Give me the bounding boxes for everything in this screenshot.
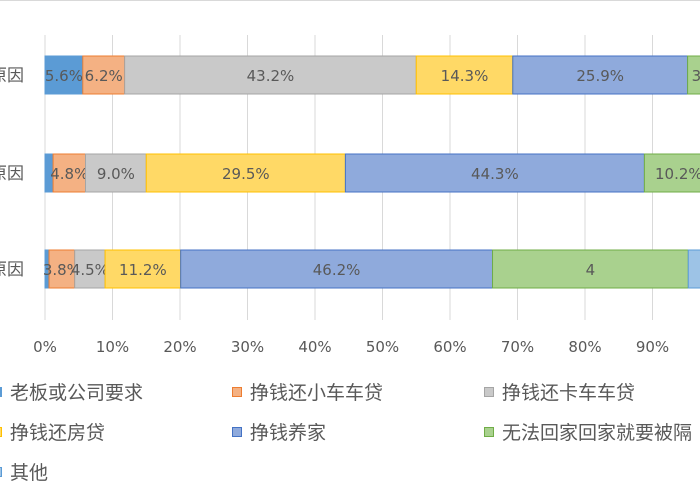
x-tick-label: 30% xyxy=(231,338,264,356)
x-tick-label: 40% xyxy=(298,338,331,356)
legend-label: 挣钱还房贷 xyxy=(10,422,106,444)
legend-item: 老板或公司要求 xyxy=(0,378,143,405)
x-tick-label: 10% xyxy=(96,338,129,356)
bar-segment xyxy=(124,55,417,95)
legend-label: 其他 xyxy=(10,462,49,484)
data-label: 25.9% xyxy=(576,67,624,85)
data-label: 3.8% xyxy=(43,261,81,279)
bar-segment xyxy=(145,153,346,193)
legend-item: 挣钱还小车车贷 xyxy=(232,378,383,405)
x-tick-label: 70% xyxy=(501,338,534,356)
data-label: 5.6% xyxy=(45,67,83,85)
bar-segment xyxy=(52,153,86,193)
bar-segment xyxy=(48,249,76,289)
data-label: 6.2% xyxy=(85,67,123,85)
data-label: 3. xyxy=(692,67,700,85)
stacked-bar-chart: 0%10%20%30%40%50%60%70%80%90%原因原因原因5.6%6… xyxy=(0,35,700,356)
x-tick-label: 60% xyxy=(433,338,466,356)
legend-item: 挣钱还房贷 xyxy=(0,418,105,445)
x-tick-label: 0% xyxy=(33,338,57,356)
bar-segment xyxy=(344,153,645,193)
data-label: 29.5% xyxy=(222,165,270,183)
bar-segment xyxy=(687,249,700,289)
legend-label: 老板或公司要求 xyxy=(10,382,144,404)
legend-item: 无法回家回家就要被隔 xyxy=(484,418,692,445)
data-label: 10.2% xyxy=(655,165,700,183)
category-label: 原因 xyxy=(0,260,24,280)
chart-frame-top xyxy=(0,0,700,1)
legend-swatch xyxy=(232,426,242,437)
data-label: 4.8% xyxy=(50,165,88,183)
data-label: 4.5% xyxy=(71,261,109,279)
legend-swatch xyxy=(232,386,242,397)
chart-legend: 老板或公司要求 挣钱还小车车贷 挣钱还卡车车贷挣钱还房贷 挣钱养家 无法回家回家就要被隔… xyxy=(0,370,700,500)
legend-swatch xyxy=(484,386,494,397)
x-tick-label: 20% xyxy=(163,338,196,356)
legend-item: 挣钱还卡车车贷 xyxy=(484,378,635,405)
legend-label: 挣钱养家 xyxy=(250,422,327,444)
data-label: 46.2% xyxy=(313,261,361,279)
legend-item: 挣钱养家 xyxy=(232,418,326,445)
data-label: 11.2% xyxy=(119,261,167,279)
x-tick-label: 90% xyxy=(636,338,669,356)
legend-label: 无法回家回家就要被隔 xyxy=(502,422,693,444)
bar-segment xyxy=(415,55,514,95)
legend-item: 其他 xyxy=(0,458,48,485)
bar-segment xyxy=(643,153,700,193)
bar-segment xyxy=(180,249,494,289)
legend-label: 挣钱还小车车贷 xyxy=(250,382,384,404)
category-label: 原因 xyxy=(0,164,24,184)
data-label: 44.3% xyxy=(471,165,519,183)
data-label: 4 xyxy=(586,261,596,279)
bar-segment xyxy=(492,249,689,289)
legend-swatch xyxy=(484,426,494,437)
legend-label: 挣钱还卡车车贷 xyxy=(502,382,636,404)
legend-swatch xyxy=(0,426,2,437)
x-tick-label: 80% xyxy=(568,338,601,356)
legend-swatch xyxy=(0,386,2,397)
category-label: 原因 xyxy=(0,66,24,86)
data-label: 9.0% xyxy=(97,165,135,183)
bar-segment xyxy=(512,55,689,95)
legend-swatch xyxy=(0,466,2,477)
bar-segment xyxy=(687,55,700,95)
data-label: 43.2% xyxy=(247,67,295,85)
x-tick-label: 50% xyxy=(366,338,399,356)
bar-segment xyxy=(104,249,182,289)
data-label: 14.3% xyxy=(441,67,489,85)
bar-segment xyxy=(85,153,147,193)
